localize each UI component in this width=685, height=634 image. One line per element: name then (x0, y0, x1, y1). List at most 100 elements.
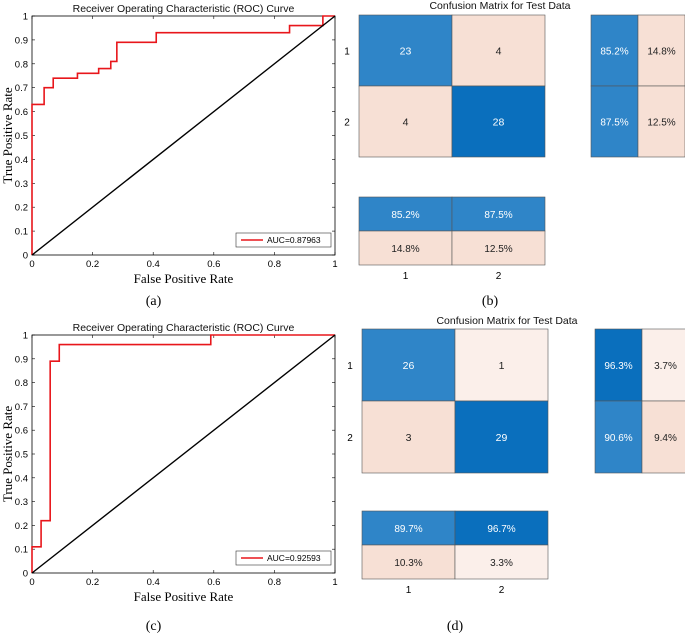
row-label: 1 (344, 47, 350, 58)
col-summary-value: 85.2% (391, 210, 419, 221)
roc-chart-0: Receiver Operating Characteristic (ROC) … (0, 3, 338, 309)
y-tick-label: 0.9 (15, 354, 28, 365)
y-tick-label: 0.6 (15, 426, 28, 437)
chart-title: Receiver Operating Characteristic (ROC) … (73, 322, 295, 334)
x-tick-label: 0.2 (86, 577, 99, 588)
matrix-cell-value: 28 (493, 117, 505, 129)
y-tick-label: 0.7 (15, 402, 28, 413)
x-axis-label: False Positive Rate (134, 589, 234, 604)
legend-label: AUC=0.87963 (267, 235, 321, 245)
matrix-cell (358, 85, 453, 158)
row-summary-value: 87.5% (600, 118, 628, 129)
matrix-cell-value: 26 (403, 360, 415, 372)
panel-caption: (a) (146, 294, 162, 309)
matrix-cell (451, 85, 546, 158)
row-summary-value: 85.2% (600, 47, 628, 58)
x-tick-label: 1 (332, 259, 337, 270)
x-tick-label: 0 (29, 259, 34, 270)
matrix-cell-value: 4 (496, 46, 502, 58)
y-tick-label: 0.2 (15, 203, 28, 214)
matrix-cell-value: 3 (406, 432, 412, 444)
row-label: 2 (347, 433, 353, 444)
row-label: 2 (344, 118, 350, 129)
col-label: 2 (499, 585, 505, 596)
matrix-cell-value: 4 (403, 117, 409, 129)
col-summary-value: 87.5% (484, 210, 512, 221)
col-summary-cell (451, 196, 546, 232)
row-summary-value: 90.6% (604, 433, 632, 444)
y-tick-label: 0.1 (15, 545, 28, 556)
col-label: 2 (496, 271, 502, 282)
col-summary-value: 3.3% (490, 558, 513, 569)
y-tick-label: 0 (23, 251, 28, 262)
y-tick-label: 0.2 (15, 521, 28, 532)
col-label: 1 (406, 585, 412, 596)
col-summary-value: 89.7% (394, 524, 422, 535)
row-summary-cell (637, 85, 685, 158)
x-tick-label: 1 (332, 577, 337, 588)
y-tick-label: 1 (23, 331, 28, 342)
x-axis-label: False Positive Rate (134, 271, 234, 286)
col-label: 1 (403, 271, 409, 282)
roc-chart-2: Receiver Operating Characteristic (ROC) … (0, 322, 338, 634)
y-axis-label: True Positive Rate (0, 406, 15, 503)
matrix-cell-value: 1 (499, 360, 505, 372)
y-axis-label: True Positive Rate (0, 87, 15, 184)
col-summary-value: 96.7% (487, 524, 515, 535)
panel-caption: (d) (447, 619, 464, 634)
y-tick-label: 0.4 (15, 473, 28, 484)
legend-box (235, 550, 332, 566)
y-tick-label: 0.5 (15, 131, 28, 142)
col-summary-cell (358, 196, 453, 232)
row-summary-value: 96.3% (604, 361, 632, 372)
row-summary-cell (641, 400, 685, 474)
y-tick-label: 0.4 (15, 155, 28, 166)
matrix-title: Confusion Matrix for Test Data (436, 315, 577, 327)
matrix-cell-value: 29 (496, 432, 508, 444)
x-tick-label: 0.4 (147, 259, 160, 270)
matrix-cell (361, 400, 456, 474)
row-summary-cell (637, 14, 685, 87)
x-tick-label: 0 (29, 577, 34, 588)
legend-label: AUC=0.92593 (267, 553, 321, 563)
confusion-matrix-1: Confusion Matrix for Test Data 23 4 1 4 28 2 85… (344, 0, 685, 309)
chance-line (31, 334, 336, 574)
panel-caption: (b) (482, 294, 499, 309)
x-tick-label: 0.6 (207, 259, 220, 270)
row-label: 1 (347, 361, 353, 372)
x-tick-label: 0.8 (268, 259, 281, 270)
matrix-cell-value: 23 (400, 46, 412, 58)
roc-curve (31, 334, 335, 573)
legend-box (235, 232, 332, 248)
row-summary-cell (641, 328, 685, 402)
confusion-matrix-3: Confusion Matrix for Test Data 26 1 1 3 29 2 96… (347, 315, 685, 634)
y-tick-label: 0.3 (15, 497, 28, 508)
y-tick-label: 0 (23, 569, 28, 580)
y-tick-label: 0.5 (15, 450, 28, 461)
chart-title: Receiver Operating Characteristic (ROC) … (73, 3, 295, 15)
col-summary-cell (454, 544, 549, 580)
matrix-title: Confusion Matrix for Test Data (429, 0, 570, 12)
row-summary-cell (590, 85, 639, 158)
x-tick-label: 0.4 (147, 577, 160, 588)
panel-caption: (c) (146, 619, 162, 634)
col-summary-cell (361, 544, 456, 580)
y-tick-label: 0.6 (15, 107, 28, 118)
chance-line (31, 15, 336, 256)
roc-curve (31, 15, 335, 255)
y-tick-label: 0.8 (15, 378, 28, 389)
matrix-cell (451, 14, 546, 87)
row-summary-value: 12.5% (647, 118, 675, 129)
col-summary-value: 10.3% (394, 558, 422, 569)
x-tick-label: 0.6 (207, 577, 220, 588)
row-summary-value: 9.4% (654, 433, 677, 444)
y-tick-label: 0.3 (15, 179, 28, 190)
y-tick-label: 0.1 (15, 227, 28, 238)
col-summary-value: 14.8% (391, 244, 419, 255)
matrix-cell (358, 14, 453, 87)
row-summary-value: 3.7% (654, 361, 677, 372)
matrix-cell (454, 400, 549, 474)
row-summary-value: 14.8% (647, 47, 675, 58)
y-tick-label: 0.7 (15, 83, 28, 94)
y-tick-label: 1 (23, 12, 28, 23)
